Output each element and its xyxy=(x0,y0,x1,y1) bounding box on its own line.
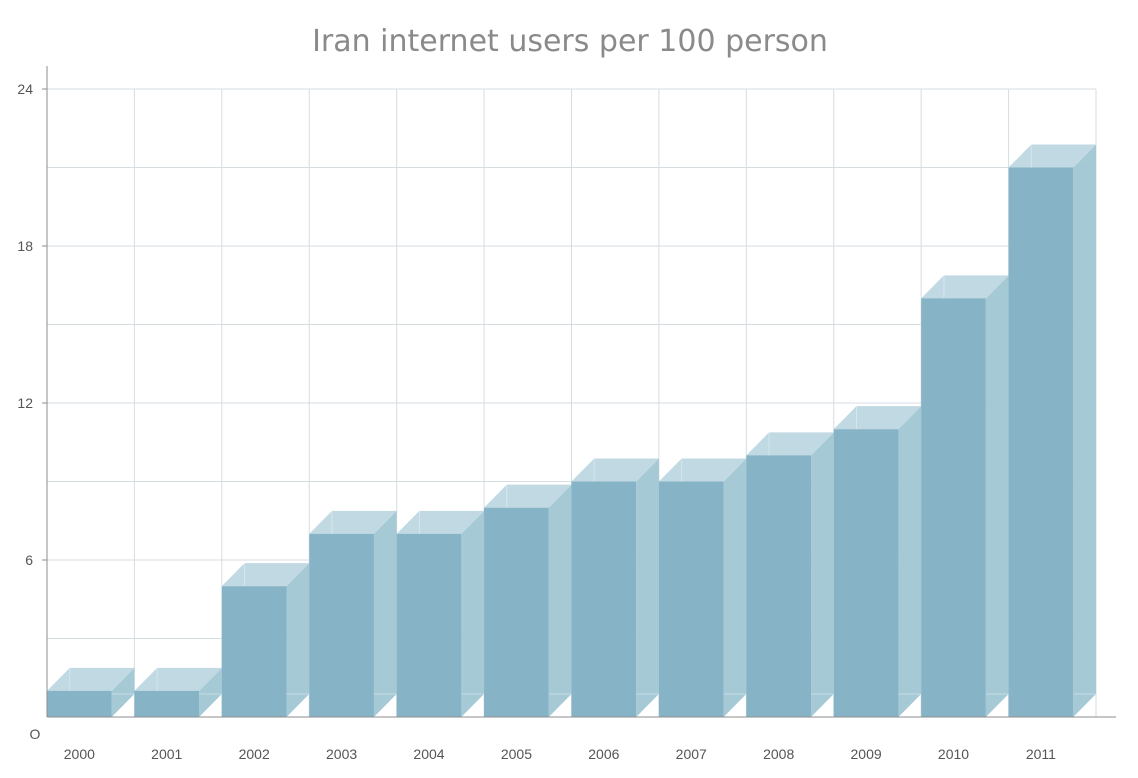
bar-top xyxy=(134,667,222,691)
chart-title: Iran internet users per 100 person xyxy=(312,24,828,59)
bar-top xyxy=(396,510,485,534)
y-tick-label: 6 xyxy=(25,552,33,568)
bar-2009 xyxy=(833,406,922,718)
x-tick-label: 2009 xyxy=(851,746,882,762)
x-tick-label: 2007 xyxy=(676,746,707,762)
bar-2000 xyxy=(46,667,135,718)
bar-side xyxy=(199,667,222,717)
x-tick-label: 2004 xyxy=(413,746,444,762)
bar-side xyxy=(111,667,135,717)
bar-top xyxy=(921,275,1009,299)
bar-side xyxy=(636,458,659,717)
bar-side xyxy=(898,406,922,717)
bar-top xyxy=(571,458,659,482)
bar-front xyxy=(921,298,986,717)
origin-label: O xyxy=(30,726,41,742)
bar-front xyxy=(396,533,462,717)
bar-2002 xyxy=(221,563,310,718)
y-tick-label: 12 xyxy=(17,395,33,411)
bar-2007 xyxy=(658,458,747,718)
x-tick-label: 2010 xyxy=(938,746,969,762)
tick-labels: 6 12 18 24 O 2000 2001 2002 2003 2004 2005 2006 2007… xyxy=(17,81,1056,762)
bar-front xyxy=(833,429,899,717)
bar-side xyxy=(461,510,485,717)
bar-side xyxy=(723,458,747,717)
bar-front xyxy=(571,481,637,717)
bar-front xyxy=(134,690,200,717)
bar-top xyxy=(47,667,135,691)
y-tick-label: 24 xyxy=(17,81,33,97)
x-tick-label: 2006 xyxy=(588,746,619,762)
bar-top xyxy=(221,563,310,587)
bar-side xyxy=(373,510,397,717)
bar-top xyxy=(484,484,572,508)
x-tick-label: 2002 xyxy=(239,746,270,762)
x-tick-label: 2003 xyxy=(326,746,357,762)
bar-top xyxy=(309,510,397,534)
bar-front xyxy=(309,533,374,717)
bar-2003 xyxy=(308,510,397,718)
bar-front xyxy=(47,690,112,717)
x-tick-label: 2000 xyxy=(64,746,95,762)
bar-2001 xyxy=(134,667,222,718)
bar-2005 xyxy=(483,484,572,718)
bar-top xyxy=(833,406,922,430)
bar-2004 xyxy=(396,510,485,718)
bars xyxy=(46,144,1096,718)
bar-front xyxy=(746,455,812,717)
bar-side xyxy=(286,563,310,717)
bar-2010 xyxy=(920,275,1009,718)
bar-top xyxy=(746,432,834,456)
bar-top xyxy=(658,458,747,482)
x-tick-label: 2008 xyxy=(763,746,794,762)
bar-2011 xyxy=(1008,144,1096,718)
bar-side xyxy=(1073,144,1096,717)
bar-2006 xyxy=(571,458,659,718)
bar-top xyxy=(1008,144,1096,168)
y-tick-label: 18 xyxy=(17,238,33,254)
bar-front xyxy=(658,481,724,717)
x-tick-label: 2011 xyxy=(1026,746,1056,762)
bar-side xyxy=(985,275,1009,717)
axes xyxy=(42,66,1116,718)
x-tick-label: 2005 xyxy=(501,746,532,762)
bar-front xyxy=(221,586,287,717)
x-tick-label: 2001 xyxy=(151,746,182,762)
bar-side xyxy=(811,432,834,717)
bar-2008 xyxy=(745,432,834,718)
bar-front xyxy=(484,507,549,717)
bar-side xyxy=(548,484,572,717)
bar-front xyxy=(1008,167,1074,717)
